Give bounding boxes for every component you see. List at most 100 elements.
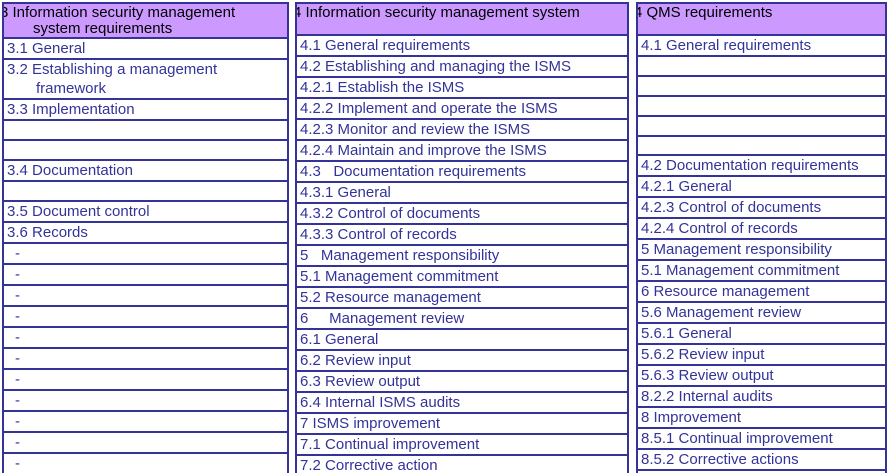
requirement-label: 4.2.1 Establish the ISMS <box>300 79 465 96</box>
requirement-label: 6.3 Review output <box>300 373 421 390</box>
table-cell <box>636 114 887 137</box>
requirement-label: 6.4 Internal ISMS audits <box>300 394 461 411</box>
table-row <box>2 138 289 161</box>
requirement-label: 8.5.2 Corrective actions <box>641 451 799 469</box>
table-row: 4.2.1 General <box>636 175 887 199</box>
table-cell: 5.1 Management commitment <box>636 259 887 283</box>
requirement-label: 7 ISMS improvement <box>300 415 441 432</box>
requirement-label: 8.5.1 Continual improvement <box>641 430 833 448</box>
qms-requirements-column-table: 4 QMS requirements 4.1 General requireme… <box>636 2 887 473</box>
table-cell: 4.2.1 General <box>636 175 887 199</box>
table-cell: 5.2 Resource management <box>295 286 629 309</box>
requirement-label: 5.2 Resource management <box>300 289 481 306</box>
table-row: 5.1 Management commitment <box>295 265 629 288</box>
no-mapping-dash: - <box>15 328 20 346</box>
table-cell: 4.2.2 Implement and operate the ISMS <box>295 97 629 120</box>
table-cell: - <box>2 262 289 286</box>
table-cell: 4.2.3 Monitor and review the ISMS <box>295 118 629 141</box>
table-row: 4.2.4 Maintain and improve the ISMS <box>295 139 629 162</box>
table-row: - <box>2 241 289 265</box>
table-cell: 4.1 General requirements <box>636 34 887 57</box>
table-cell: - <box>2 451 289 473</box>
table-cell: - <box>2 388 289 412</box>
table-cell: 6.2 Review input <box>295 349 629 372</box>
table-cell: 6.1 General <box>295 328 629 351</box>
table-cell: 6.4 Internal ISMS audits <box>295 391 629 414</box>
requirement-label: 4.3 Documentation requirements <box>300 163 526 180</box>
table-row: 5 Management responsibility <box>636 238 887 262</box>
header-cell-isms-standard: 4 Information security management system <box>295 2 629 36</box>
no-mapping-dash: - <box>15 349 20 367</box>
table-row: 3.4 Documentation <box>2 158 289 182</box>
isms-requirements-column-table: 3 Information security management system… <box>2 2 289 473</box>
header-cell-qms-requirements: 4 QMS requirements <box>636 2 887 36</box>
table-row: - <box>2 409 289 433</box>
no-mapping-dash: - <box>15 286 20 304</box>
requirement-label: 4.2.1 General <box>641 178 732 196</box>
table-row: 4.2.3 Monitor and review the ISMS <box>295 118 629 141</box>
table-cell: 4.3 Documentation requirements <box>295 160 629 183</box>
table-row: 5.6.1 General <box>636 322 887 346</box>
table-row: 6.4 Internal ISMS audits <box>295 391 629 414</box>
table-row: 5.1 Management commitment <box>636 259 887 283</box>
table-cell: 4.3.3 Control of records <box>295 223 629 246</box>
requirement-label: 4.2.4 Maintain and improve the ISMS <box>300 142 547 159</box>
requirement-label: 7.2 Corrective action <box>300 457 438 473</box>
table-row: 8.5.1 Continual improvement <box>636 427 887 451</box>
requirement-label: 5.6.2 Review input <box>641 346 765 364</box>
table-cell: - <box>2 304 289 328</box>
table-row: 8.5.2 Corrective actions <box>636 448 887 472</box>
table-cell: 4.2.1 Establish the ISMS <box>295 76 629 99</box>
requirement-label: 5.6.1 General <box>641 325 732 343</box>
table-cell: 5.6 Management review <box>636 301 887 325</box>
no-mapping-dash: - <box>15 370 20 388</box>
table-row: 5 Management responsibility <box>295 244 629 267</box>
table-cell: 5 Management responsibility <box>295 244 629 267</box>
table-cell: 8 Improvement <box>636 406 887 430</box>
table-row: - <box>2 283 289 307</box>
table-row <box>636 94 887 117</box>
table-cell: - <box>2 409 289 433</box>
requirement-label: 5 Management responsibility <box>300 247 500 264</box>
table-body: 4.1 General requirements 4.2 Establishing… <box>295 34 629 473</box>
table-cell: 3.2 Establishing a management framework <box>2 58 289 100</box>
table-row: - <box>2 262 289 286</box>
table-row: 8 Improvement <box>636 406 887 430</box>
table-row: - <box>2 304 289 328</box>
table-row: 6.1 General <box>295 328 629 351</box>
table-cell: 4.2 Documentation requirements <box>636 154 887 178</box>
table-cell: 4.2 Establishing and managing the ISMS <box>295 55 629 78</box>
requirement-label: 3.5 Document control <box>7 202 150 220</box>
table-row <box>636 114 887 137</box>
table-cell: 5.1 Management commitment <box>295 265 629 288</box>
table-cell: - <box>2 367 289 391</box>
table-row: 3.5 Document control <box>2 199 289 223</box>
table-row: 3.3 Implementation <box>2 98 289 121</box>
no-mapping-dash: - <box>15 454 20 472</box>
table-cell: 3.6 Records <box>2 220 289 244</box>
table-cell <box>2 179 289 202</box>
table-cell <box>636 74 887 97</box>
requirement-label: 4.3.3 Control of records <box>300 226 457 243</box>
no-mapping-dash: - <box>15 391 20 409</box>
requirement-label: 4.2.4 Control of records <box>641 220 798 238</box>
header-cell-isms-requirements: 3 Information security management system… <box>2 2 289 39</box>
table-cell: 5 Management responsibility <box>636 238 887 262</box>
requirement-label: 8.2.2 Internal audits <box>641 388 773 406</box>
table-cell: - <box>2 346 289 370</box>
table-row: 4.2.3 Control of documents <box>636 196 887 220</box>
table-cell: 6 Resource management <box>636 280 887 304</box>
requirement-label: 6.2 Review input <box>300 352 411 369</box>
table-row: 6 Resource management <box>636 280 887 304</box>
requirement-label: 4.3.1 General <box>300 184 391 201</box>
no-mapping-dash: - <box>15 412 20 430</box>
table-row: 6.3 Review output <box>295 370 629 393</box>
table-cell: 7.2 Corrective action <box>295 454 629 473</box>
isms-standard-column-table: 4 Information security management system… <box>295 2 629 473</box>
table-header: 4 QMS requirements <box>636 2 887 36</box>
header-text: 4 Information security management system <box>297 4 580 21</box>
header-row: 3 Information security management system… <box>2 2 289 39</box>
table-row: 4.2.2 Implement and operate the ISMS <box>295 97 629 120</box>
requirement-label: 5.1 Management commitment <box>641 262 840 280</box>
table-row: - <box>2 346 289 370</box>
